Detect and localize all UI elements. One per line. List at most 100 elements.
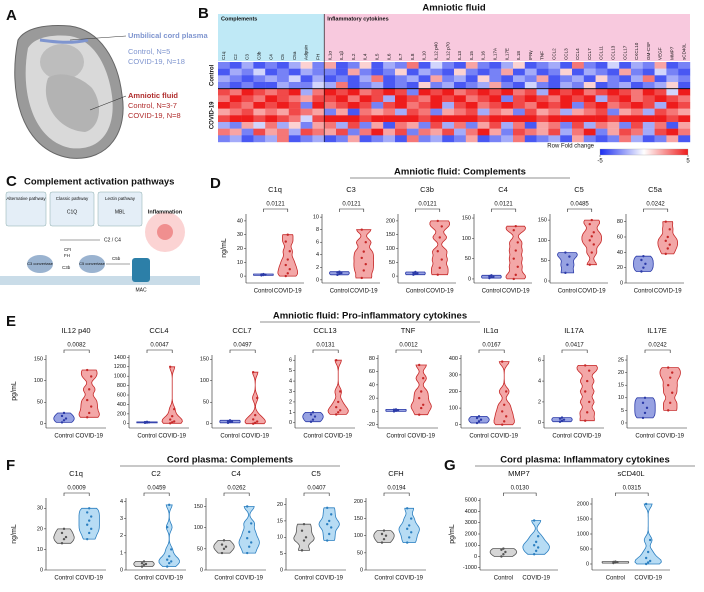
row-group-label: COVID-19 xyxy=(210,101,216,129)
heatmap-cell xyxy=(560,128,573,136)
x-tick-label: COVID-19 xyxy=(426,289,454,295)
data-point xyxy=(592,243,595,246)
column-group-label: Complements xyxy=(221,16,257,22)
heatmap-cell xyxy=(241,62,254,69)
heatmap-cell xyxy=(595,128,608,136)
heatmap-cell xyxy=(489,102,502,109)
data-point xyxy=(173,407,176,411)
heatmap-cell xyxy=(395,82,407,89)
y-tick-label: 100 xyxy=(449,406,458,412)
heatmap-cell xyxy=(347,88,360,96)
heatmap-cell xyxy=(406,82,419,89)
y-tick-label: 4000 xyxy=(465,509,477,515)
data-point xyxy=(302,539,306,542)
heatmap-cell xyxy=(312,82,325,89)
x-tick-label: COVID-19 xyxy=(502,289,530,295)
pathway-illustration xyxy=(0,191,200,285)
heatmap-cell xyxy=(241,102,254,109)
heatmap-cell xyxy=(442,128,455,136)
data-point xyxy=(664,220,667,223)
heatmap-cell xyxy=(430,102,443,109)
heatmap-cell xyxy=(642,135,655,143)
data-point xyxy=(532,544,536,547)
heatmap-cell xyxy=(277,95,289,103)
violin xyxy=(468,416,490,424)
p-value: 0.0262 xyxy=(227,486,246,492)
plot-title: C1q xyxy=(268,185,282,194)
data-point xyxy=(88,519,91,522)
y-tick-label: 10 xyxy=(277,535,283,541)
plot-title: CCL13 xyxy=(313,326,336,335)
heatmap-cell xyxy=(253,62,266,69)
plot-title: C5a xyxy=(648,185,663,194)
data-point xyxy=(302,522,306,526)
heatmap-cell xyxy=(300,128,313,136)
plot-title: C2 xyxy=(151,469,161,478)
heatmap-cell xyxy=(524,135,537,143)
heatmap-cell xyxy=(371,135,384,143)
data-point xyxy=(669,401,672,405)
heatmap-cell xyxy=(678,108,691,116)
c5-label: C5 convertase xyxy=(79,261,106,266)
heatmap-cell xyxy=(359,102,372,109)
plot-title: CCL4 xyxy=(149,326,168,335)
heatmap-cell xyxy=(560,102,573,109)
heatmap-cell xyxy=(359,88,372,96)
y-tick-label: 15 xyxy=(618,383,624,389)
data-point xyxy=(140,561,144,565)
heatmap-cell xyxy=(324,128,337,136)
data-point xyxy=(644,556,648,560)
x-tick-label: COVID-19 xyxy=(656,434,684,440)
y-tick-label: 0 xyxy=(621,420,624,426)
heatmap-cell xyxy=(336,135,348,143)
data-point xyxy=(590,251,593,254)
heatmap-cell xyxy=(229,108,242,116)
plot-title: C3 xyxy=(346,185,356,194)
column-label: IL6 xyxy=(386,53,391,60)
heatmap-cell xyxy=(548,115,561,123)
x-tick-label: Control xyxy=(634,289,653,295)
heatmap-cell xyxy=(583,62,596,69)
heatmap-cell xyxy=(371,128,384,136)
heatmap-cell xyxy=(607,82,620,89)
heatmap-cell xyxy=(253,102,266,109)
column-label: IL10 xyxy=(422,51,427,60)
data-point xyxy=(309,420,313,423)
y-tick-label: 50 xyxy=(197,546,203,552)
heatmap-cell xyxy=(477,135,490,143)
data-point xyxy=(339,390,342,393)
column-label: MMP7 xyxy=(670,46,675,60)
data-point xyxy=(408,536,411,539)
heatmap-cell xyxy=(631,88,643,96)
data-point xyxy=(502,553,505,556)
heatmap-cell xyxy=(336,128,348,136)
heatmap-cell xyxy=(347,128,360,136)
heatmap-cell xyxy=(395,122,407,129)
heatmap-cell xyxy=(288,82,301,89)
data-point xyxy=(328,532,331,536)
data-point xyxy=(534,549,538,553)
heatmap-cell xyxy=(536,95,549,103)
x-tick-label: Control xyxy=(558,289,577,295)
heatmap-cell xyxy=(536,62,549,69)
heatmap-cell xyxy=(572,68,584,76)
data-point xyxy=(336,273,339,277)
data-point xyxy=(64,417,68,420)
heatmap-cell xyxy=(241,88,254,96)
heatmap-cell xyxy=(277,75,289,83)
heatmap-cell xyxy=(619,135,632,143)
heatmap-cell xyxy=(454,115,466,123)
heatmap-cell xyxy=(229,122,242,129)
heatmap-cell xyxy=(300,62,313,69)
x-tick-label: Control xyxy=(54,434,73,440)
data-point xyxy=(612,560,615,564)
heatmap-cell xyxy=(465,115,478,123)
data-point xyxy=(586,411,589,414)
heatmap-cell xyxy=(501,95,514,103)
column-label: CCL2 xyxy=(552,48,557,60)
heatmap-cell xyxy=(288,62,301,69)
heatmap-cell xyxy=(265,68,278,76)
heatmap-cell xyxy=(442,75,455,83)
heatmap-cell xyxy=(489,75,502,83)
data-point xyxy=(328,519,331,523)
